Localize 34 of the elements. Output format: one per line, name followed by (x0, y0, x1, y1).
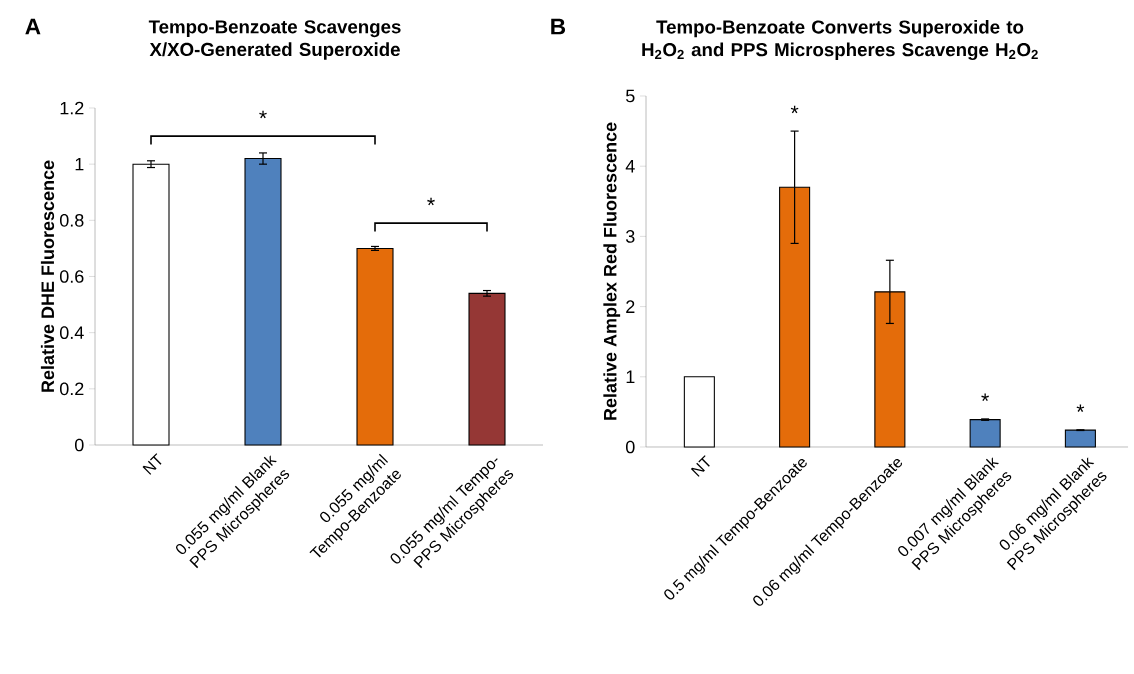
x-tick-label: NT (142, 453, 162, 475)
y-axis-title: Relative DHE Fluorescence (40, 160, 55, 392)
bar (683, 376, 715, 448)
annotation: * (790, 105, 799, 114)
y-tick-label: 4 (625, 160, 635, 173)
y-tick-label: 0.2 (59, 382, 84, 396)
annotation: * (1076, 404, 1085, 412)
y-tick-label: 0.6 (59, 270, 84, 283)
bar (468, 292, 506, 446)
y-tick-label: 1.2 (60, 101, 84, 115)
text: A (25, 18, 41, 35)
annotation: * (259, 110, 267, 119)
text: B (551, 18, 566, 35)
y-tick-label: 2 (626, 300, 635, 313)
annotation: * (427, 197, 435, 206)
bar (132, 163, 170, 446)
annotation: * (981, 393, 989, 402)
y-tick-label: 0.8 (59, 213, 84, 227)
x-tick-label: NT (690, 455, 710, 477)
y-tick-label: 0.4 (59, 326, 84, 340)
bar (1064, 429, 1096, 448)
y-tick-label: 1 (75, 157, 84, 171)
y-tick-label: 1 (626, 370, 635, 383)
y-tick-label: 5 (626, 89, 635, 103)
bar (779, 186, 811, 448)
bar (356, 247, 394, 446)
y-axis-title: Relative Amplex Red Fluorescence (603, 122, 621, 420)
chart-title: Tempo-Benzoate Converts Superoxide to H$_{2}$O$_{2}$ and PPS Microspheres Scavenge H$_{2}$O$_{2}$ (642, 19, 1038, 61)
bar (969, 419, 1001, 448)
y-tick-label: 0 (626, 440, 635, 454)
bar (244, 158, 282, 446)
chart-title: Tempo-Benzoate Scavenges X/XO-Generated Superoxide (148, 20, 401, 60)
y-tick-label: 3 (625, 230, 635, 243)
y-tick-label: 0 (74, 438, 84, 452)
